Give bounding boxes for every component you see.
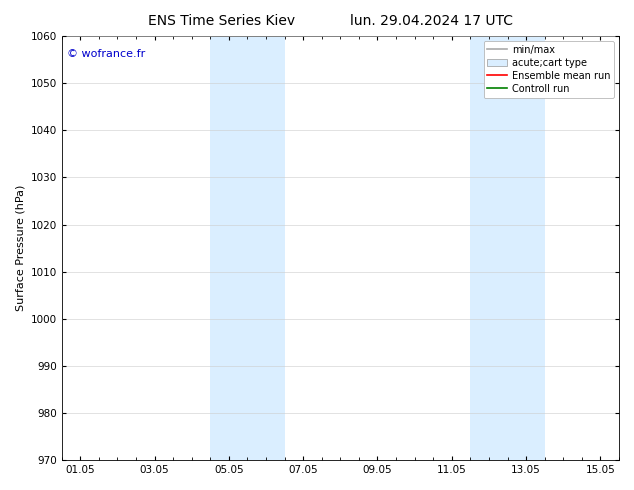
Y-axis label: Surface Pressure (hPa): Surface Pressure (hPa) — [15, 185, 25, 311]
Text: ENS Time Series Kiev: ENS Time Series Kiev — [148, 14, 295, 28]
Bar — [210, 36, 285, 460]
Text: lun. 29.04.2024 17 UTC: lun. 29.04.2024 17 UTC — [349, 14, 513, 28]
Bar — [470, 36, 545, 460]
Legend: min/max, acute;cart type, Ensemble mean run, Controll run: min/max, acute;cart type, Ensemble mean … — [484, 41, 614, 98]
Text: © wofrance.fr: © wofrance.fr — [67, 49, 145, 59]
